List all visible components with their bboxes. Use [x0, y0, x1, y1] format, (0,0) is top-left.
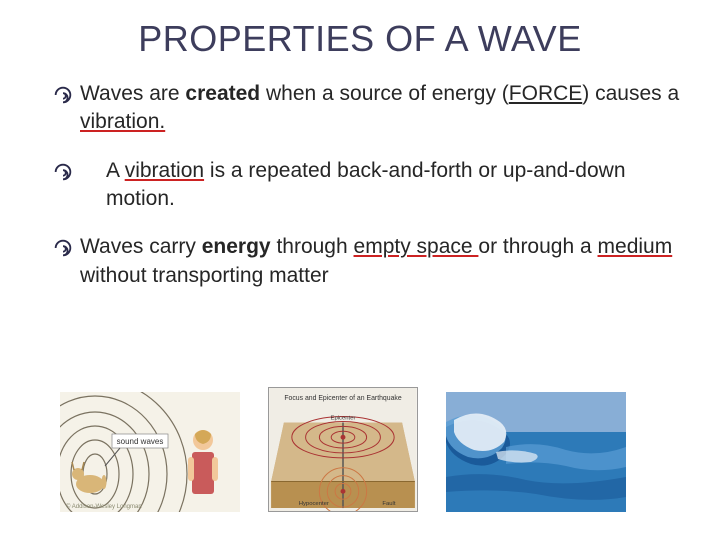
- bullet-item: Waves carry energy through empty space o…: [52, 233, 680, 290]
- svg-text:Focus and Epicenter of an Eart: Focus and Epicenter of an Earthquake: [284, 395, 402, 402]
- images-row: sound waves © Addison-Wesley Longman Foc…: [60, 387, 626, 512]
- slide-container: PROPERTIES OF A WAVE Waves are created w…: [0, 0, 720, 540]
- bullet-list: Waves are created when a source of energ…: [40, 80, 680, 290]
- bullet-text: Waves are created when a source of energ…: [80, 80, 680, 137]
- text-segment: or through a: [478, 235, 597, 258]
- image-seismic: Focus and Epicenter of an Earthquake Epi…: [268, 387, 418, 512]
- text-segment: through: [271, 235, 354, 258]
- image-ocean: [446, 392, 626, 512]
- text-segment: created: [185, 82, 260, 105]
- text-segment: Waves carry: [80, 235, 202, 258]
- text-segment: without transporting matter: [80, 264, 329, 287]
- text-segment: ) causes a: [582, 82, 679, 105]
- text-segment: vibration: [125, 159, 204, 182]
- bullet-text: Waves carry energy through empty space o…: [80, 233, 680, 290]
- slide-title: PROPERTIES OF A WAVE: [40, 18, 680, 60]
- text-segment: medium: [598, 235, 673, 258]
- svg-text:Epicenter: Epicenter: [331, 415, 356, 421]
- bullet-item: Waves are created when a source of energ…: [52, 80, 680, 137]
- text-segment: A: [106, 159, 125, 182]
- text-segment: when a source of energy (: [260, 82, 509, 105]
- bullet-text: A vibration is a repeated back-and-forth…: [106, 157, 680, 214]
- text-segment: energy: [202, 235, 271, 258]
- text-segment: Waves are: [80, 82, 185, 105]
- image-soundwave: sound waves © Addison-Wesley Longman: [60, 392, 240, 512]
- svg-text:Hypocenter: Hypocenter: [299, 501, 329, 507]
- swirl-bullet-icon: [52, 84, 74, 106]
- text-segment: vibration.: [80, 110, 165, 133]
- svg-text:Fault: Fault: [382, 501, 395, 507]
- svg-text:© Addison-Wesley Longman: © Addison-Wesley Longman: [66, 503, 142, 510]
- swirl-bullet-icon: [52, 237, 74, 259]
- svg-text:sound waves: sound waves: [117, 437, 164, 446]
- swirl-bullet-icon: [52, 161, 74, 183]
- text-segment: FORCE: [509, 82, 583, 105]
- bullet-item: A vibration is a repeated back-and-forth…: [52, 157, 680, 214]
- text-segment: empty space: [354, 235, 479, 258]
